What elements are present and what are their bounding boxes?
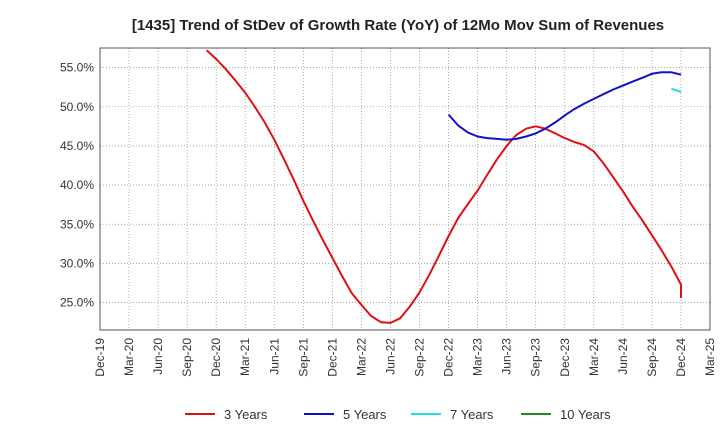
- x-tick-label: Sep-22: [413, 338, 427, 377]
- x-tick-label: Jun-21: [267, 338, 281, 375]
- x-tick-label: Dec-20: [209, 338, 223, 377]
- x-tick-label: Sep-24: [645, 338, 659, 377]
- x-axis: Dec-19 Mar-20 Jun-20 Sep-20 Dec-20 Mar-21 Jun-…: [93, 338, 717, 377]
- x-tick-label: Dec-22: [442, 338, 456, 377]
- grid: [99, 48, 711, 330]
- legend: 3 Years 5 Years 7 Years 10 Years: [185, 407, 611, 422]
- legend-label-10-years: 10 Years: [560, 407, 611, 422]
- x-tick-label: Mar-23: [471, 338, 485, 376]
- series-lines: [205, 49, 682, 324]
- x-tick-label: Sep-21: [296, 338, 310, 377]
- chart-title: [1435] Trend of StDev of Growth Rate (Yo…: [132, 17, 664, 34]
- series-line-5-years: [447, 71, 682, 141]
- legend-label-7-years: 7 Years: [450, 407, 494, 422]
- legend-label-3-years: 3 Years: [224, 407, 268, 422]
- y-tick-label: 35.0%: [60, 217, 94, 231]
- y-tick-label: 50.0%: [60, 100, 94, 114]
- series-line-3-years: [205, 49, 682, 324]
- x-tick-label: Jun-22: [383, 338, 397, 375]
- x-tick-label: Dec-19: [93, 338, 107, 377]
- x-tick-label: Dec-24: [674, 338, 688, 377]
- y-tick-label: 40.0%: [60, 178, 94, 192]
- x-tick-label: Dec-23: [558, 338, 572, 377]
- x-tick-label: Mar-20: [122, 338, 136, 376]
- x-tick-label: Dec-21: [325, 338, 339, 377]
- x-tick-label: Mar-25: [703, 338, 717, 376]
- x-tick-label: Jun-20: [151, 338, 165, 375]
- y-tick-label: 55.0%: [60, 61, 94, 75]
- y-tick-label: 30.0%: [60, 256, 94, 270]
- x-tick-label: Mar-24: [587, 338, 601, 376]
- series-line-7-years: [671, 87, 682, 93]
- x-tick-label: Jun-23: [500, 338, 514, 375]
- x-tick-label: Mar-22: [354, 338, 368, 376]
- x-tick-label: Sep-23: [529, 338, 543, 377]
- legend-label-5-years: 5 Years: [343, 407, 387, 422]
- y-axis: 25.0% 30.0% 35.0% 40.0% 45.0% 50.0% 55.0%: [60, 61, 94, 310]
- x-tick-label: Mar-21: [238, 338, 252, 376]
- x-tick-label: Sep-20: [180, 338, 194, 377]
- plot-frame: [99, 47, 711, 331]
- y-tick-label: 45.0%: [60, 139, 94, 153]
- y-tick-label: 25.0%: [60, 296, 94, 310]
- x-tick-label: Jun-24: [616, 338, 630, 375]
